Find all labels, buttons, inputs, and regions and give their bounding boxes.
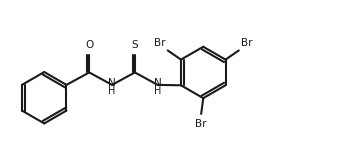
Text: Br: Br <box>195 119 207 129</box>
Text: O: O <box>85 40 93 50</box>
Text: N: N <box>154 78 161 88</box>
Text: Br: Br <box>241 38 252 48</box>
Text: Br: Br <box>154 38 166 48</box>
Text: H: H <box>154 86 161 96</box>
Text: N: N <box>108 78 116 88</box>
Text: H: H <box>108 86 116 96</box>
Text: S: S <box>131 40 138 50</box>
